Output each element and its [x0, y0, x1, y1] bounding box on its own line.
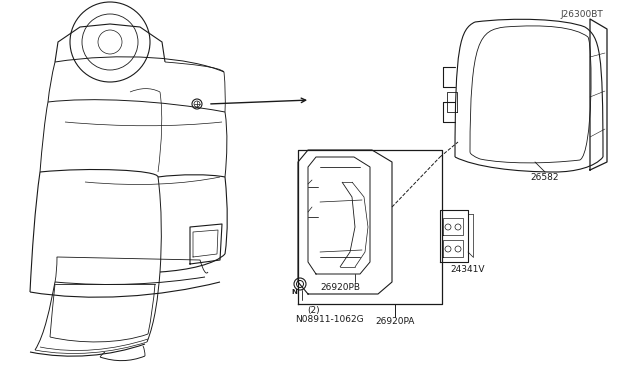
Text: 26920PA: 26920PA: [375, 317, 414, 327]
Text: J26300BT: J26300BT: [560, 10, 603, 19]
Text: 24341V: 24341V: [450, 266, 484, 275]
Text: 26582: 26582: [530, 173, 559, 182]
Text: N: N: [291, 289, 297, 295]
Text: (2): (2): [307, 307, 319, 315]
Text: N08911-1062G: N08911-1062G: [295, 315, 364, 324]
Text: 26920PB: 26920PB: [320, 282, 360, 292]
